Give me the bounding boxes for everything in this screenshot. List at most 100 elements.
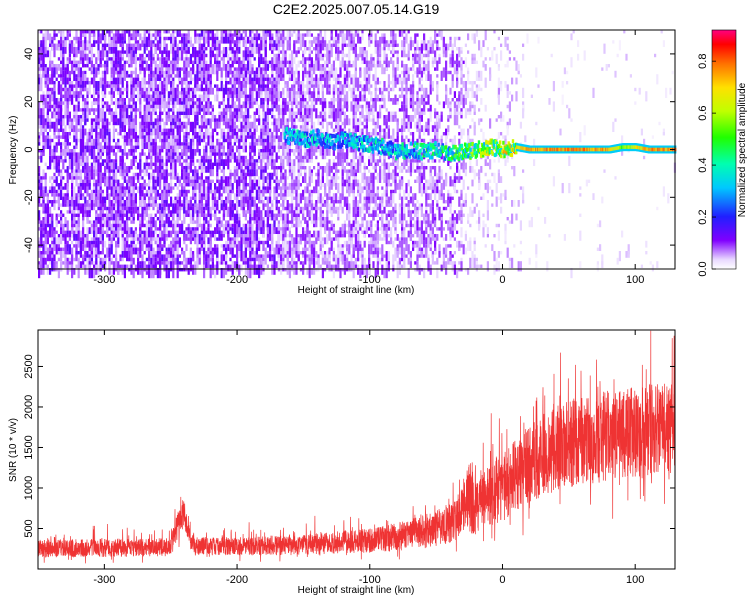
spectrogram-cell	[211, 162, 214, 170]
spectrogram-cell	[185, 115, 188, 119]
spectrogram-cell	[233, 111, 236, 115]
spectrogram-cell	[227, 81, 230, 85]
spectrogram-cell	[139, 53, 142, 61]
spectrogram-cell	[165, 247, 168, 251]
spectrogram-cell	[167, 30, 170, 34]
spectrogram-cell	[240, 179, 243, 183]
spectrogram-cell	[218, 104, 221, 109]
spectrogram-cell	[194, 70, 197, 75]
spectrogram-cell	[249, 50, 252, 54]
spectrogram-cell	[152, 70, 155, 78]
spectrogram-cell	[53, 132, 56, 136]
spectrogram-cell	[64, 254, 67, 262]
spectrogram-cell	[273, 268, 276, 275]
spectrogram-cell	[266, 121, 269, 126]
spectrogram-cell	[240, 74, 243, 78]
spectrogram-cell	[46, 264, 49, 268]
spectrogram-cell	[110, 244, 113, 255]
spectrogram-cell	[145, 98, 148, 109]
spectrogram-cell	[297, 74, 300, 85]
spectrogram-cell	[90, 176, 93, 180]
spectrogram-cell	[187, 210, 190, 214]
spectrogram-cell	[299, 268, 302, 272]
spectrogram-cell	[82, 193, 85, 197]
spectrogram-cell	[183, 138, 186, 143]
spectrogram-cell	[106, 50, 109, 58]
spectrogram-cell	[207, 186, 210, 190]
spectrogram-cell	[269, 162, 272, 166]
spectrogram-cell	[104, 135, 107, 143]
spectrogram-cell	[244, 87, 247, 92]
spectrogram-cell	[64, 101, 67, 105]
spectrogram-cell	[297, 217, 300, 228]
spectrogram-cell	[231, 70, 234, 75]
spectrogram-cell	[82, 227, 85, 234]
spectrogram-cell	[130, 217, 133, 221]
spectrogram-cell	[123, 50, 126, 54]
spectrogram-cell	[106, 247, 109, 258]
spectrogram-cell	[192, 264, 195, 275]
spectrogram-cell	[119, 87, 122, 95]
spectrogram-cell	[194, 74, 197, 81]
spectrogram-cell	[238, 227, 241, 238]
spectrogram-cell	[209, 87, 212, 95]
spectrogram-cell	[249, 36, 252, 44]
spectrogram-cell	[40, 115, 43, 126]
spectrogram-cell	[286, 244, 289, 255]
spectrogram-cell	[205, 118, 208, 126]
spectrogram-cell	[225, 135, 228, 139]
spectrogram-cell	[64, 125, 67, 136]
spectrogram-cell	[139, 254, 142, 258]
spectrogram-cell	[57, 247, 60, 251]
spectrogram-cell	[227, 33, 230, 37]
spectrogram-cell	[128, 193, 131, 197]
spectrogram-cell	[163, 244, 166, 248]
spectrogram-cell	[291, 213, 294, 224]
spectrogram-cell	[288, 162, 291, 166]
spectrogram-cell	[192, 125, 195, 129]
spectrogram-cell	[104, 149, 107, 153]
spectrogram-cell	[117, 77, 120, 85]
spectrogram-cell	[196, 183, 199, 190]
spectrogram-cell	[222, 186, 225, 194]
spectrogram-cell	[51, 176, 54, 180]
spectrogram-cell	[112, 128, 115, 139]
spectrogram-cell	[249, 203, 252, 214]
spectrogram-cell	[174, 145, 177, 156]
spectrogram-cell	[181, 77, 184, 88]
spectrogram-cell	[187, 237, 190, 241]
spectrogram-cell	[233, 203, 236, 211]
spectrogram-cell	[167, 203, 170, 211]
spectrogram-cell	[165, 159, 168, 166]
spectrogram-cell	[108, 50, 111, 54]
spectrogram-cell	[225, 50, 228, 54]
spectrogram-cell	[134, 101, 137, 112]
spectrogram-cell	[66, 230, 69, 234]
spectrogram-cell	[44, 210, 47, 214]
spectrogram-cell	[271, 213, 274, 221]
spectrogram-cell	[176, 196, 179, 200]
spectrogram-cell	[264, 77, 267, 81]
spectrogram-cell	[222, 261, 225, 265]
spectrogram-cell	[108, 206, 111, 217]
spectrogram-cell	[192, 210, 195, 217]
spectrogram-cell	[277, 247, 280, 258]
spectrogram-cell	[231, 240, 234, 248]
spectrogram-cell	[242, 40, 245, 47]
spectrogram-cell	[255, 227, 258, 234]
spectrogram-cell	[38, 149, 41, 153]
spectrogram-cell	[225, 196, 228, 200]
spectrogram-cell	[143, 132, 146, 136]
spectrogram-cell	[238, 223, 241, 228]
spectrogram-cell	[154, 193, 157, 204]
spectrogram-cell	[264, 111, 267, 122]
spectrogram-cell	[49, 155, 52, 166]
spectrogram-cell	[231, 268, 234, 275]
spectrogram-cell	[42, 261, 45, 268]
spectrogram-cell	[57, 268, 60, 279]
spectrogram-cell	[220, 101, 223, 105]
spectrogram-cell	[282, 36, 285, 44]
spectrogram-cell	[192, 237, 195, 241]
spectrogram-cell	[55, 179, 58, 187]
spectrogram-cell	[192, 67, 195, 75]
